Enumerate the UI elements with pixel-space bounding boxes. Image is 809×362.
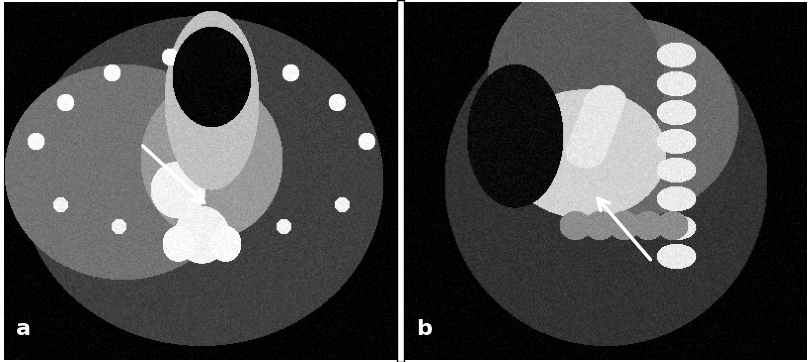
Text: b: b: [416, 319, 432, 339]
Text: a: a: [16, 319, 31, 339]
